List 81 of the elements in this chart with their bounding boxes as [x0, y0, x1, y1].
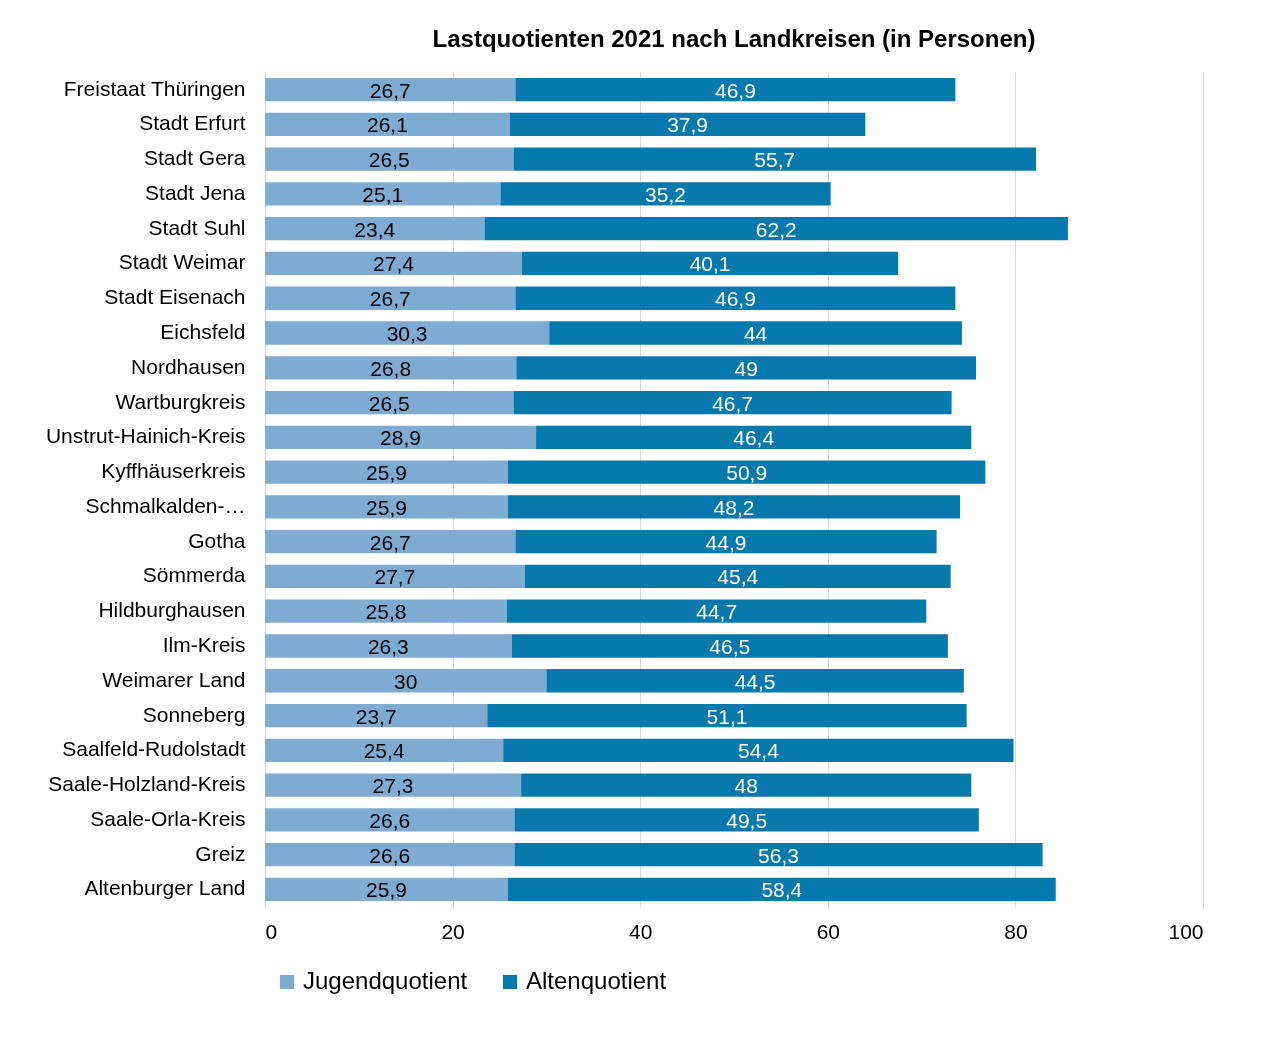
y-tick-label: Kyffhäuserkreis: [101, 459, 246, 483]
y-tick-label: Altenburger Land: [84, 876, 246, 900]
data-label: 25,9: [366, 878, 407, 902]
y-tick-label: Weimarer Land: [102, 667, 246, 691]
data-label: 23,7: [355, 704, 397, 728]
x-tick-label: 0: [265, 919, 278, 943]
y-tick-label: Wartburgkreis: [115, 389, 246, 413]
data-label: 25,9: [366, 461, 407, 485]
data-label: 54,4: [737, 739, 780, 763]
data-label: 37,9: [667, 113, 709, 137]
y-tick-label: Sonneberg: [142, 702, 246, 726]
data-label: 46,9: [714, 78, 756, 102]
data-label: 25,8: [365, 600, 407, 624]
data-label: 26,1: [366, 113, 408, 137]
data-label: 35,2: [645, 182, 686, 206]
data-label: 26,5: [368, 391, 410, 415]
data-label: 49: [734, 356, 758, 380]
y-tick-label: Saalfeld-Rudolstadt: [62, 737, 246, 761]
data-label: 46,5: [709, 635, 751, 658]
data-label: 27,7: [374, 565, 416, 589]
x-tick-label: 40: [629, 919, 653, 943]
y-tick-label: Greiz: [195, 841, 246, 865]
data-label: 44,7: [696, 600, 738, 624]
data-label: 25,1: [362, 182, 404, 206]
data-label: 26,7: [369, 530, 411, 554]
data-label: 26,3: [367, 635, 409, 658]
y-tick-label: Nordhausen: [131, 354, 246, 378]
y-tick-label: Stadt Gera: [143, 146, 246, 170]
data-label: 44,9: [705, 530, 747, 554]
data-label: 46,7: [712, 391, 754, 415]
y-tick-label: Stadt Erfurt: [139, 111, 246, 135]
data-label: 46,9: [714, 287, 756, 311]
x-tick-label: 60: [816, 919, 840, 943]
y-tick-label: Sömmerda: [142, 563, 246, 587]
data-label: 62,2: [755, 217, 797, 241]
data-label: 27,3: [372, 774, 414, 798]
data-label: 23,4: [354, 217, 396, 241]
y-tick-label: Hildburghausen: [98, 598, 246, 622]
y-tick-label: Eichsfeld: [160, 320, 246, 343]
y-tick-label: Saale-Orla-Kreis: [90, 806, 246, 830]
y-tick-label: Stadt Eisenach: [104, 285, 246, 309]
y-tick-label: Freistaat Thüringen: [63, 76, 246, 100]
data-label: 25,4: [363, 739, 405, 763]
data-label: 45,4: [717, 565, 759, 589]
x-tick-label: 80: [1004, 919, 1028, 943]
legend-label: Altenquotient: [526, 967, 667, 994]
data-label: 48,2: [713, 495, 755, 519]
y-tick-label: Unstrut-Hainich-Kreis: [45, 424, 246, 448]
data-label: 27,4: [373, 252, 415, 276]
data-label: 30,3: [386, 322, 428, 345]
chart-title: Lastquotienten 2021 nach Landkreisen (in Personen): [432, 25, 1036, 52]
data-label: 58,4: [761, 878, 803, 902]
data-label: 26,7: [369, 287, 411, 311]
data-label: 56,3: [758, 843, 799, 867]
data-label: 26,6: [369, 843, 411, 867]
y-tick-label: Stadt Weimar: [118, 250, 246, 274]
data-label: 50,9: [726, 461, 768, 485]
data-label: 26,5: [368, 148, 410, 172]
data-label: 26,6: [369, 808, 411, 832]
data-label: 44,5: [734, 669, 776, 693]
data-label: 40,1: [689, 252, 731, 276]
data-label: 48: [734, 774, 758, 798]
y-tick-label: Ilm-Kreis: [162, 633, 246, 656]
x-tick-label: 100: [1168, 919, 1204, 943]
data-label: 55,7: [754, 148, 796, 172]
data-label: 51,1: [706, 704, 748, 728]
data-label: 28,9: [380, 426, 421, 450]
legend-label: Jugendquotient: [303, 967, 468, 994]
y-tick-label: Stadt Suhl: [148, 215, 246, 239]
data-label: 30: [394, 669, 418, 693]
x-tick-label: 20: [441, 919, 465, 943]
data-label: 26,7: [369, 78, 411, 102]
y-tick-label: Stadt Jena: [145, 180, 246, 204]
data-label: 44: [743, 322, 768, 345]
data-label: 46,4: [733, 426, 775, 450]
y-tick-label: Saale-Holzland-Kreis: [48, 772, 246, 796]
data-label: 26,8: [370, 356, 412, 380]
data-label: 49,5: [726, 808, 768, 832]
data-label: 25,9: [366, 495, 407, 519]
y-tick-label: Gotha: [188, 528, 246, 552]
y-tick-label: Schmalkalden-…: [85, 493, 246, 517]
